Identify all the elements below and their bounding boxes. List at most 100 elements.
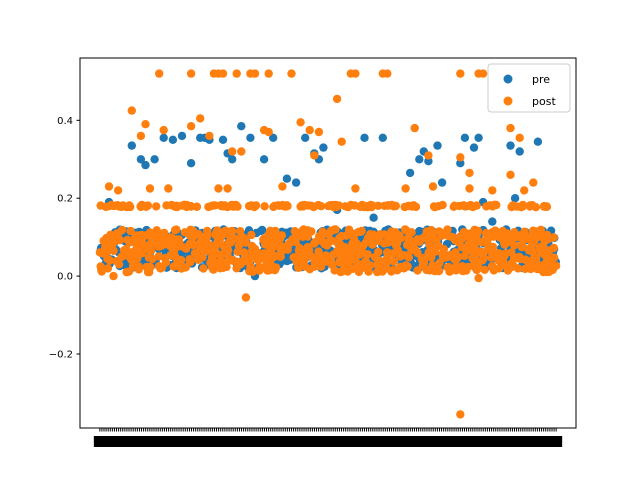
post-point <box>490 200 499 209</box>
post-outlier-point <box>278 182 287 191</box>
post-outlier-point <box>456 410 465 419</box>
post-point <box>542 235 551 245</box>
post-point <box>107 201 117 210</box>
post-point <box>348 229 358 238</box>
post-point <box>276 252 285 261</box>
post-point <box>391 241 401 250</box>
post-point <box>211 230 220 239</box>
post-point <box>337 257 346 266</box>
post-point <box>325 201 335 210</box>
post-point <box>171 235 181 244</box>
pre-outlier-point <box>136 155 146 164</box>
post-outlier-point <box>310 151 319 160</box>
post-point <box>306 201 316 210</box>
post-point <box>407 245 416 255</box>
post-point <box>232 264 241 273</box>
post-point <box>294 263 303 272</box>
post-point <box>171 202 180 211</box>
legend: pre post <box>487 63 571 113</box>
post-point <box>510 241 519 250</box>
post-point <box>314 247 323 256</box>
post-point <box>294 246 304 255</box>
post-outlier-point <box>223 184 232 193</box>
post-point <box>541 202 550 211</box>
post-point <box>472 201 481 210</box>
pre-outlier-point <box>141 160 150 170</box>
post-outlier-point <box>155 69 164 78</box>
y-tick-label: 0.4 <box>57 116 73 127</box>
post-point <box>214 259 224 268</box>
post-point <box>389 266 398 275</box>
post-outlier-point <box>465 168 474 178</box>
post-outlier-point <box>241 293 251 302</box>
post-point <box>383 256 392 266</box>
post-point <box>396 234 405 243</box>
pre-outlier-point <box>259 155 269 164</box>
pre-outlier-point <box>433 141 442 150</box>
post-point <box>269 253 278 262</box>
post-point <box>487 253 496 262</box>
post-point <box>112 235 121 245</box>
post-outlier-point <box>104 182 114 191</box>
post-point <box>515 252 524 262</box>
post-outlier-point <box>456 153 465 162</box>
post-point <box>319 253 328 263</box>
post-point <box>146 262 155 272</box>
post-point <box>247 201 256 210</box>
post-point <box>310 262 319 271</box>
post-point <box>259 249 269 258</box>
post-outlier-point <box>136 131 146 141</box>
post-point <box>356 202 365 212</box>
pre-outlier-point <box>228 155 237 164</box>
post-outlier-point <box>337 137 346 146</box>
post-outlier-point <box>465 184 474 193</box>
post-point <box>235 257 244 267</box>
pre-outlier-point <box>369 213 378 222</box>
post-point <box>462 202 471 211</box>
post-point <box>471 255 480 264</box>
post-point <box>384 201 393 210</box>
post-point <box>303 232 312 241</box>
post-point <box>154 252 163 261</box>
post-point <box>499 238 509 247</box>
pre-outlier-point <box>474 133 483 142</box>
post-point <box>418 234 427 243</box>
post-point <box>208 263 217 272</box>
post-point <box>429 202 439 211</box>
post-point <box>404 253 414 262</box>
post-point <box>316 262 326 271</box>
post-point <box>510 228 519 237</box>
post-outlier-point <box>232 69 241 78</box>
post-point <box>432 235 441 245</box>
pre-outlier-point <box>515 147 524 156</box>
post-outlier-point <box>186 69 196 78</box>
post-point <box>235 227 245 236</box>
post-point <box>105 256 115 265</box>
pre-outlier-point <box>186 159 196 168</box>
post-outlier-point <box>205 131 214 141</box>
post-point <box>271 226 280 236</box>
post-point <box>260 202 269 211</box>
post-point <box>349 240 359 249</box>
post-point <box>107 241 116 250</box>
post-point <box>186 225 195 234</box>
pre-outlier-point <box>177 131 187 141</box>
post-point <box>452 262 461 271</box>
pre-outlier-point <box>405 168 415 178</box>
post-point <box>494 256 503 265</box>
post-point <box>532 263 542 272</box>
post-outlier-point <box>109 271 118 281</box>
post-point <box>180 243 189 252</box>
pre-outlier-point <box>301 133 310 142</box>
post-point <box>194 255 203 264</box>
post-point <box>478 248 487 258</box>
post-point <box>180 200 189 210</box>
pre-outlier-point <box>360 133 369 142</box>
post-point <box>439 229 449 238</box>
post-outlier-point <box>383 69 392 78</box>
post-point <box>170 225 180 235</box>
post-point <box>211 249 220 259</box>
post-point <box>186 202 196 211</box>
post-point <box>341 249 350 258</box>
post-point <box>316 202 326 211</box>
